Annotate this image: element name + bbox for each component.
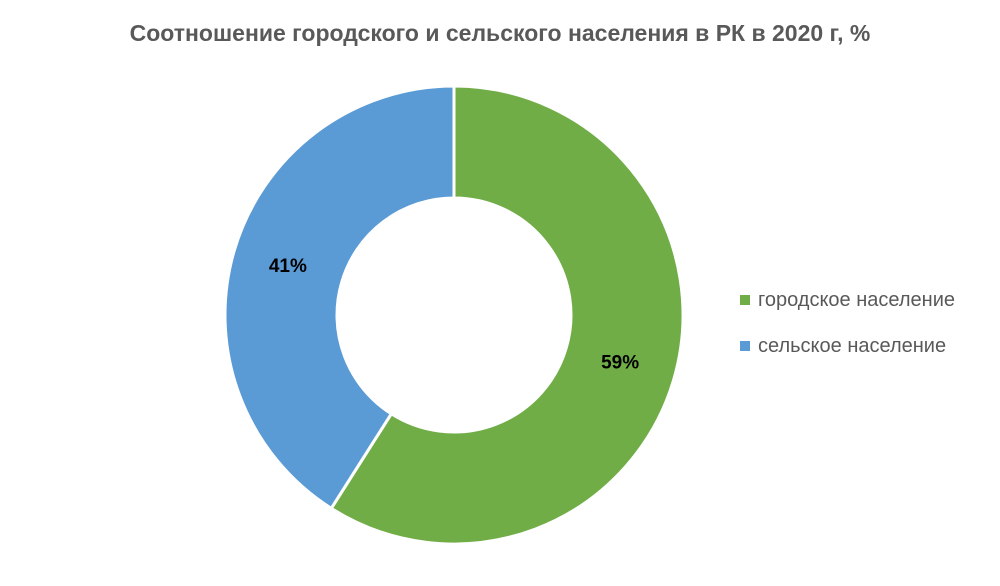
legend-label-urban: городское население (758, 288, 955, 311)
data-label-urban: 59% (601, 352, 639, 373)
chart-legend: городское население сельское население (740, 286, 955, 378)
data-label-rural: 41% (269, 256, 307, 277)
legend-swatch-rural (740, 341, 750, 351)
donut-slice-rural (223, 84, 456, 511)
legend-label-rural: сельское население (758, 334, 947, 357)
legend-item-urban: городское население (740, 286, 955, 314)
legend-swatch-urban (740, 295, 750, 305)
chart-title: Соотношение городского и сельского насел… (129, 20, 871, 46)
legend-item-rural: сельское население (740, 332, 955, 360)
donut-slice-urban (329, 84, 685, 546)
